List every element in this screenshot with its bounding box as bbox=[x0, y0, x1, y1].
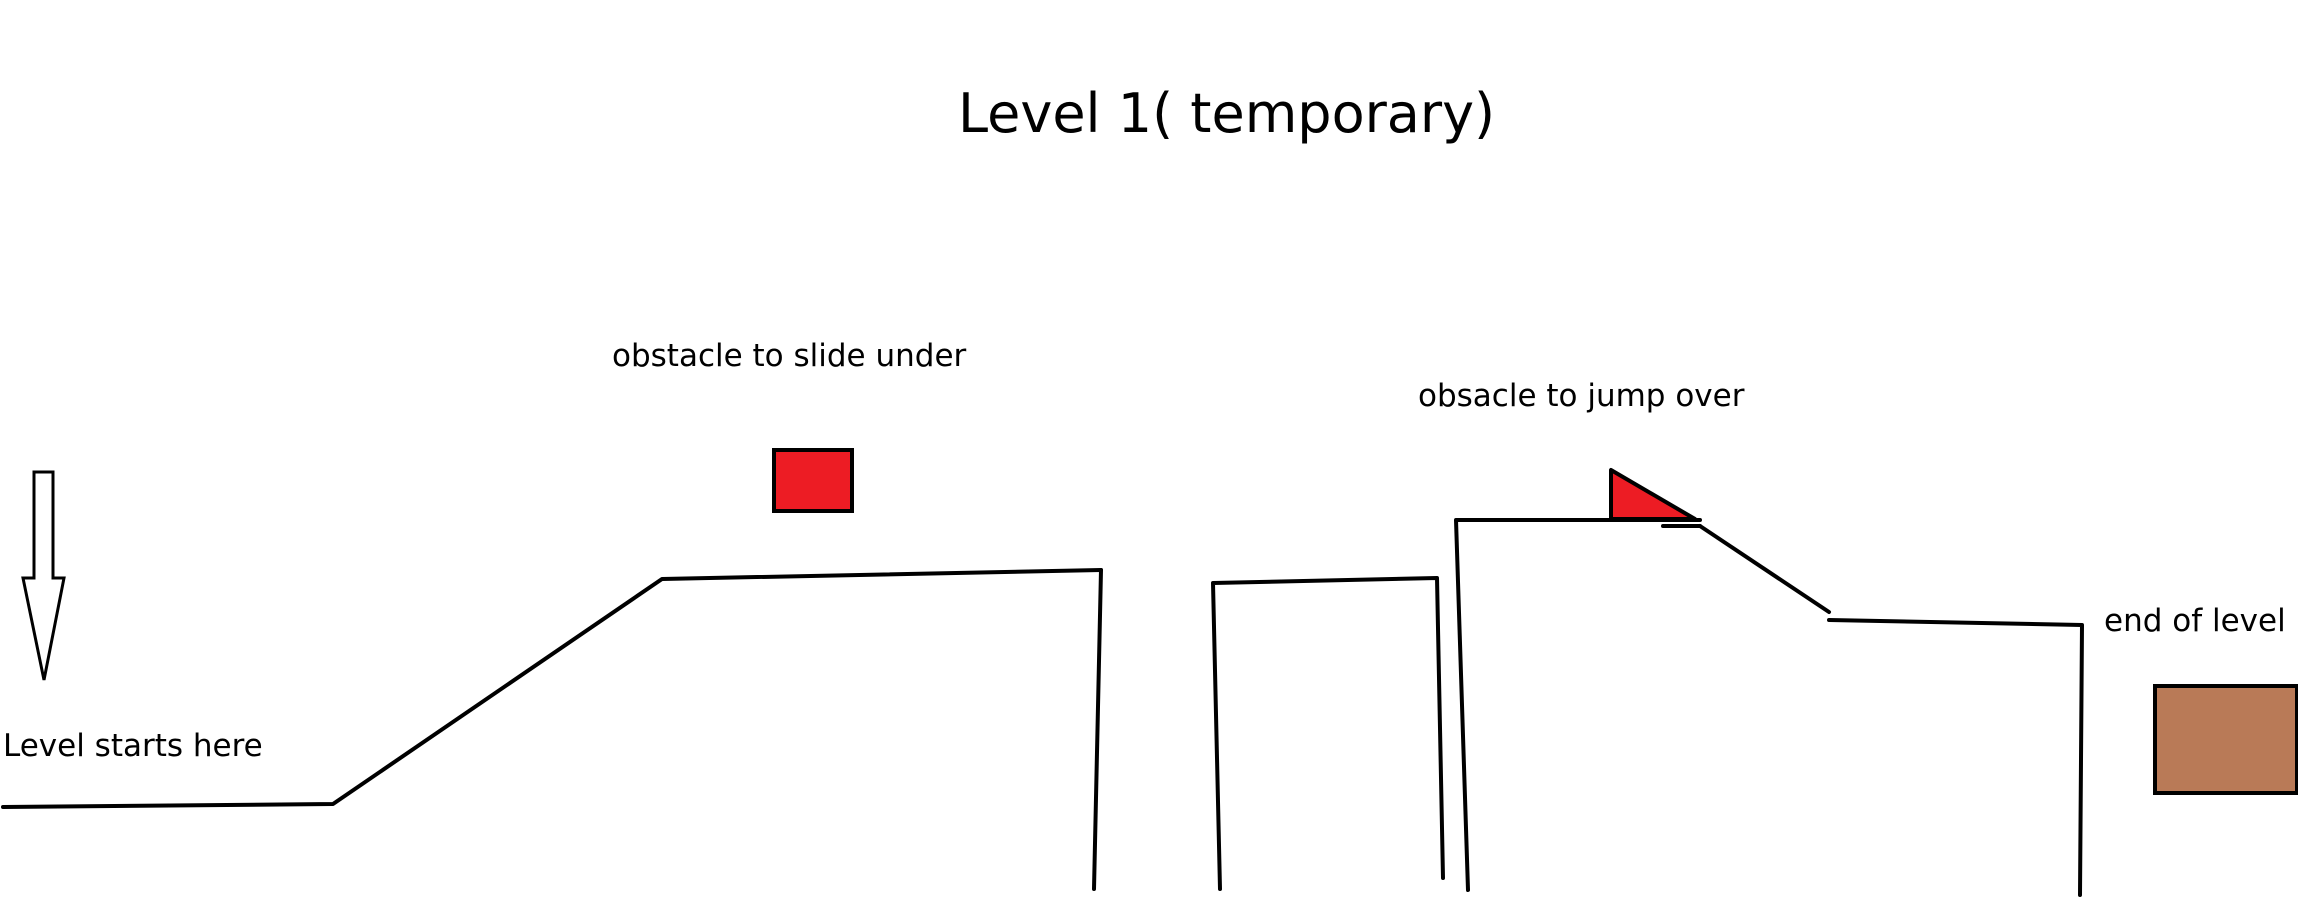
level-end-label: end of level bbox=[2104, 603, 2286, 639]
page-title: Level 1( temporary) bbox=[958, 82, 1496, 145]
final-platform bbox=[1827, 618, 2084, 897]
ground-segment-start bbox=[1, 568, 1103, 809]
down-arrow-icon bbox=[21, 470, 66, 681]
jump-obstacle-label: obsacle to jump over bbox=[1418, 378, 1745, 414]
high-platform bbox=[1454, 518, 1702, 892]
slide-obstacle bbox=[772, 448, 854, 513]
descending-slope bbox=[1698, 524, 1831, 614]
cliff-wall-1 bbox=[1092, 568, 1103, 891]
level-start-label: Level starts here bbox=[3, 728, 263, 764]
end-block bbox=[2153, 684, 2298, 795]
jump-obstacle bbox=[1609, 468, 1697, 521]
pillar-platform bbox=[1211, 576, 1445, 891]
slide-obstacle-label: obstacle to slide under bbox=[612, 338, 967, 374]
